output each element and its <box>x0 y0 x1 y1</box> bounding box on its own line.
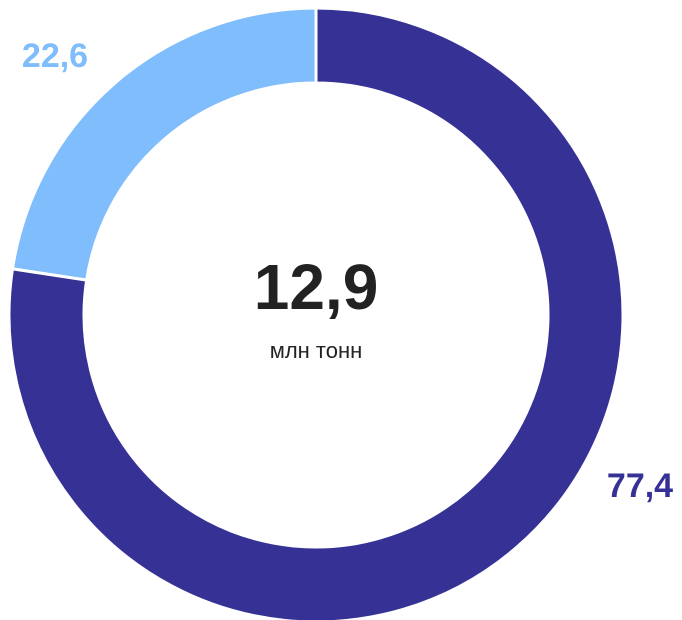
center-value: 12,9 <box>254 251 379 323</box>
value-label: 22,6 <box>22 37 88 75</box>
donut-segment <box>7 6 625 620</box>
center-unit: млн тонн <box>270 338 363 363</box>
value-label: 77,4 <box>607 467 673 505</box>
